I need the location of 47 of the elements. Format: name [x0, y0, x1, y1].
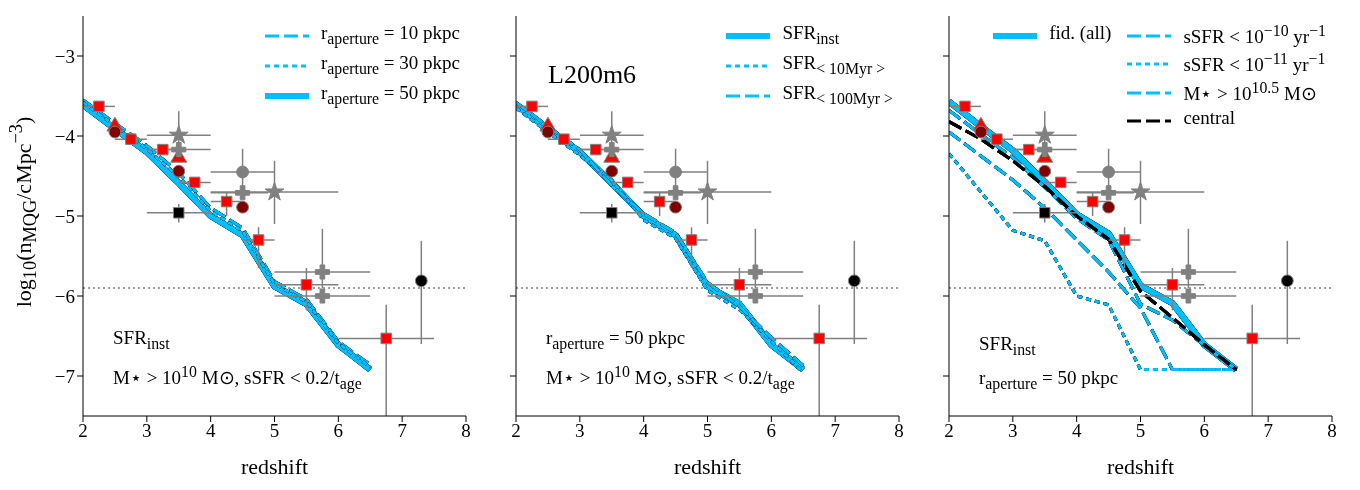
- x-tick-label: 6: [1199, 420, 1210, 442]
- legend-label: SFR$_{< 100Myr >}$: [782, 81, 893, 108]
- x-tick-label: 2: [944, 420, 954, 442]
- legend-label: SFR$_{inst}$: [782, 22, 840, 48]
- y-tick-label: −5: [54, 205, 75, 227]
- x-tick-label: 3: [142, 420, 152, 442]
- x-tick-label: 2: [511, 420, 521, 442]
- legend-label: central: [1183, 106, 1236, 129]
- x-tick-label: 5: [1135, 420, 1146, 442]
- annotation: SFR$_{inst}$: [979, 333, 1036, 359]
- x-tick-label: 4: [638, 420, 649, 442]
- x-tick-label: 7: [397, 420, 407, 442]
- legend-label: fid. (all): [1049, 22, 1112, 44]
- annotation: r$_{aperture}$ = 50 pkpc: [979, 367, 1119, 392]
- legend-label: M⋆ > 10$^{10.5}$ M⊙: [1183, 78, 1317, 105]
- x-tick-label: 8: [1327, 420, 1337, 442]
- annotation: SFR$_{inst}$: [113, 327, 170, 352]
- x-tick-label: 8: [894, 420, 904, 442]
- legend-label: r$_{aperture}$ = 50 pkpc: [320, 81, 460, 108]
- legend-label: sSFR < 10$^{−11}$ yr$^{−1}$: [1183, 50, 1326, 77]
- legend-label: sSFR < 10$^{−10}$ yr$^{−1}$: [1183, 22, 1326, 49]
- x-tick-label: 5: [702, 420, 713, 442]
- x-tick-label: 7: [1263, 420, 1273, 442]
- x-tick-label: 3: [1008, 420, 1018, 442]
- x-tick-label: 2: [78, 420, 88, 442]
- legend-label: r$_{aperture}$ = 10 pkpc: [320, 22, 460, 48]
- x-axis-title: redshift: [1106, 454, 1175, 479]
- x-tick-label: 3: [575, 420, 585, 442]
- legend-label: SFR$_{< 10Myr >}$: [782, 51, 886, 78]
- y-tick-label: −4: [54, 125, 76, 147]
- y-tick-label: −7: [54, 365, 75, 387]
- annotation: r$_{aperture}$ = 50 pkpc: [546, 327, 686, 352]
- legend-label: r$_{aperture}$ = 30 pkpc: [320, 51, 460, 78]
- x-tick-label: 5: [269, 420, 280, 442]
- x-tick-label: 7: [830, 420, 840, 442]
- x-tick-label: 4: [1071, 420, 1082, 442]
- x-axis-title: redshift: [673, 454, 742, 479]
- y-tick-label: −3: [54, 45, 75, 67]
- annotation: M⋆ > 10$^{10}$ M⊙, sSFR < 0.2/t$_{age}$: [546, 362, 795, 392]
- x-tick-label: 6: [333, 420, 344, 442]
- x-tick-label: 4: [205, 420, 216, 442]
- x-tick-label: 6: [766, 420, 777, 442]
- y-tick-label: −6: [54, 285, 75, 307]
- annotation: M⋆ > 10$^{10}$ M⊙, sSFR < 0.2/t$_{age}$: [113, 362, 362, 392]
- x-axis-title: redshift: [240, 454, 309, 479]
- text: L200m6: [548, 60, 637, 89]
- x-tick-label: 8: [461, 420, 471, 442]
